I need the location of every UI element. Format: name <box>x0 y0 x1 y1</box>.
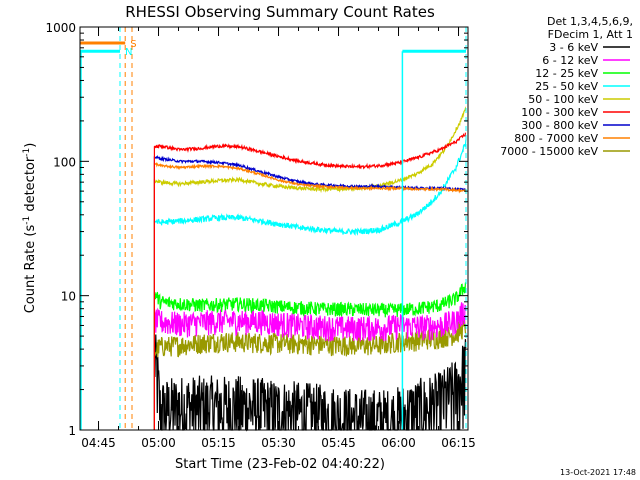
y-axis-label-end: ) <box>23 143 38 148</box>
x-tick-label: 04:45 <box>81 436 116 450</box>
legend-label-3-6-kev: 3 - 6 keV <box>549 41 598 54</box>
legend-header-line-1: Det 1,3,4,5,6,9, <box>547 15 633 28</box>
series-line-100-300-kev <box>153 132 466 430</box>
series-line-300-800-kev <box>153 155 466 430</box>
chart-title: RHESSI Observing Summary Count Rates <box>125 3 435 21</box>
marker-label-s: S <box>130 39 136 50</box>
footer-date: 13-Oct-2021 17:48 <box>560 468 636 477</box>
y-axis-label-exp2: -1 <box>22 148 32 157</box>
x-tick-label: 05:00 <box>141 436 176 450</box>
legend-label-6-12-kev: 6 - 12 keV <box>542 54 598 67</box>
data-layer <box>153 106 467 432</box>
marker-label-n: N <box>125 47 132 58</box>
series-line-3-6-kev <box>153 334 467 432</box>
y-axis-label-exp1: -1 <box>22 216 32 225</box>
x-tick-label: 06:15 <box>441 436 476 450</box>
series-line-6-12-kev <box>153 302 467 430</box>
y-tick-label: 1000 <box>45 21 76 35</box>
y-tick-label: 100 <box>53 155 76 169</box>
plot-frame <box>79 26 469 431</box>
legend-header-line-2: FDecim 1, Att 1 <box>548 28 633 41</box>
y-tick-label: 1 <box>68 424 76 438</box>
legend-label-100-300-kev: 100 - 300 keV <box>521 106 598 119</box>
series-line-25-50-kev <box>153 139 467 430</box>
y-axis-label-main: Count Rate (s <box>23 225 38 314</box>
y-axis-label: Count Rate (s-1 detector-1) <box>22 143 38 314</box>
legend: Det 1,3,4,5,6,9, FDecim 1, Att 1 3 - 6 k… <box>500 15 633 158</box>
x-tick-label: 05:15 <box>201 436 236 450</box>
legend-label-300-800-kev: 300 - 800 keV <box>521 119 598 132</box>
legend-label-25-50-kev: 25 - 50 keV <box>535 80 598 93</box>
legend-label-7000-15000-kev: 7000 - 15000 keV <box>500 145 598 158</box>
legend-label-12-25-kev: 12 - 25 keV <box>535 67 598 80</box>
y-tick-label: 10 <box>61 290 76 304</box>
y-axis-label-mid: detector <box>23 156 38 216</box>
x-tick-label: 06:00 <box>381 436 416 450</box>
axis-layer: 1 10 100 1000 04:45 05:00 05:15 05:30 05:45 06:00… <box>45 21 475 450</box>
legend-label-50-100-kev: 50 - 100 keV <box>528 93 598 106</box>
marker-layer: NS <box>80 27 467 430</box>
series-line-50-100-kev <box>153 106 467 430</box>
x-tick-label: 05:45 <box>321 436 356 450</box>
legend-label-800-7000-kev: 800 - 7000 keV <box>514 132 598 145</box>
x-tick-label: 05:30 <box>261 436 296 450</box>
series-line-7000-15000-kev <box>153 317 467 430</box>
series-line-800-7000-kev <box>153 162 467 430</box>
x-axis-label: Start Time (23-Feb-02 04:40:22) <box>175 457 385 472</box>
series-line-12-25-kev <box>153 282 467 430</box>
